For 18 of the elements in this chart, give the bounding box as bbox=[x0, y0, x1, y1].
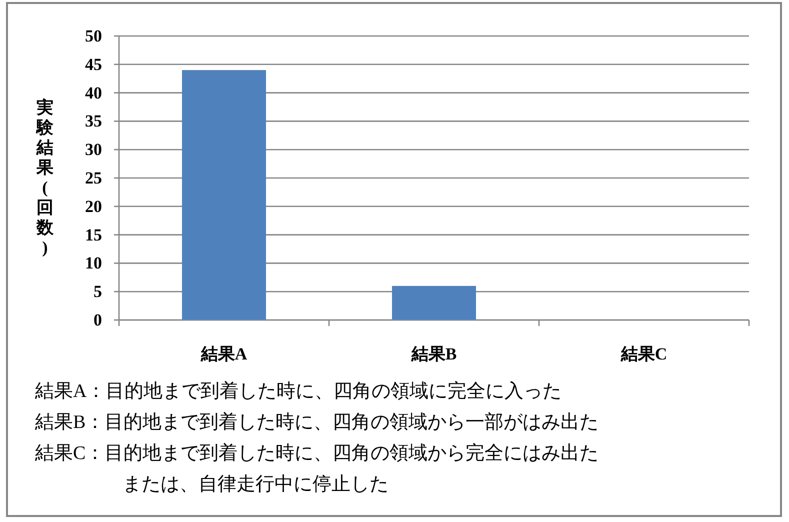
text: 結果B：目的地まで到着した時に、四角の領域から一部がはみ出た bbox=[35, 410, 600, 435]
y-tick-label: 40 bbox=[85, 83, 102, 102]
x-tick-label: 結果A bbox=[200, 344, 248, 364]
y-tick-label: 30 bbox=[85, 140, 102, 160]
y-tick-label: 5 bbox=[94, 282, 102, 302]
text: 結果A：目的地まで到着した時に、四角の領域に完全に入った bbox=[35, 380, 563, 404]
y-tick-label: 15 bbox=[85, 225, 102, 244]
text: 結果C：目的地まで到着した時に、四角の領域から完全にはみ出たまたは、自律走行中に停止した bbox=[35, 442, 600, 497]
y-tick-label: 45 bbox=[85, 54, 102, 74]
y-tick-label: 35 bbox=[85, 112, 102, 131]
y-axis-title: 実験結果(回数) bbox=[36, 98, 54, 258]
y-tick-label: 0 bbox=[94, 310, 102, 330]
x-tick-label: 結果B bbox=[410, 344, 457, 364]
y-tick-label: 25 bbox=[85, 168, 102, 188]
y-tick-label: 50 bbox=[85, 26, 102, 46]
x-tick-label: 結果C bbox=[620, 344, 668, 364]
y-tick-label: 10 bbox=[85, 254, 102, 273]
y-tick-label: 20 bbox=[85, 196, 102, 216]
